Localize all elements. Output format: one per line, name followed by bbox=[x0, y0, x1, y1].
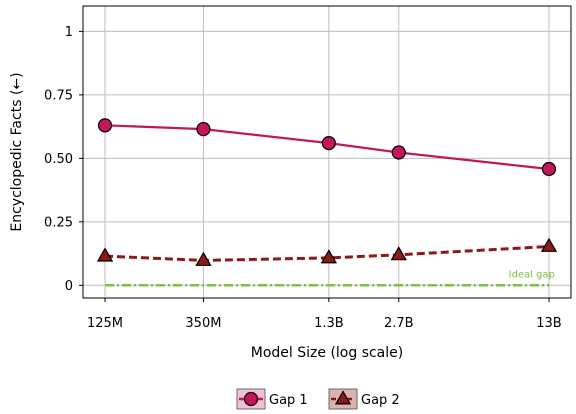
x-axis-title: Model Size (log scale) bbox=[251, 345, 403, 361]
y-tick-label: 0.25 bbox=[44, 215, 73, 230]
x-tick-label: 1.3B bbox=[314, 316, 344, 331]
plot-frame bbox=[82, 5, 572, 299]
data-point bbox=[390, 246, 407, 261]
legend-label: Gap 2 bbox=[361, 393, 400, 408]
legend-marker bbox=[243, 391, 259, 407]
data-point bbox=[321, 136, 336, 151]
x-tick-label: 125M bbox=[87, 316, 123, 331]
data-point bbox=[196, 122, 211, 137]
x-axis-ticks: 125M 350M 1.3B 2.7B 13B bbox=[87, 298, 562, 331]
series-line-2 bbox=[104, 245, 550, 262]
x-tick-label: 2.7B bbox=[384, 316, 414, 331]
data-point bbox=[195, 251, 212, 266]
y-tick-label: 0 bbox=[65, 279, 73, 294]
legend-marker bbox=[334, 390, 352, 405]
data-point bbox=[97, 118, 113, 133]
x-tick-label: 350M bbox=[185, 316, 221, 331]
legend-label: Gap 1 bbox=[269, 393, 308, 408]
data-point bbox=[391, 145, 406, 160]
legend: Gap 1 Gap 2 bbox=[236, 388, 400, 410]
data-point bbox=[541, 161, 557, 177]
y-tick-label: 1 bbox=[65, 25, 73, 40]
y-tick-label: 0.50 bbox=[44, 152, 73, 167]
y-axis-ticks: 0 0.25 0.50 0.75 1 bbox=[44, 25, 83, 294]
data-point bbox=[320, 249, 338, 264]
series-layer bbox=[96, 118, 558, 287]
y-tick-label: 0.75 bbox=[44, 88, 73, 103]
y-axis-title: Encyclopedic Facts (←) bbox=[9, 72, 25, 231]
ideal-gap-label: Ideal gap bbox=[509, 269, 555, 280]
x-tick-label: 13B bbox=[536, 316, 561, 331]
data-point bbox=[540, 237, 558, 252]
data-point bbox=[96, 247, 114, 262]
